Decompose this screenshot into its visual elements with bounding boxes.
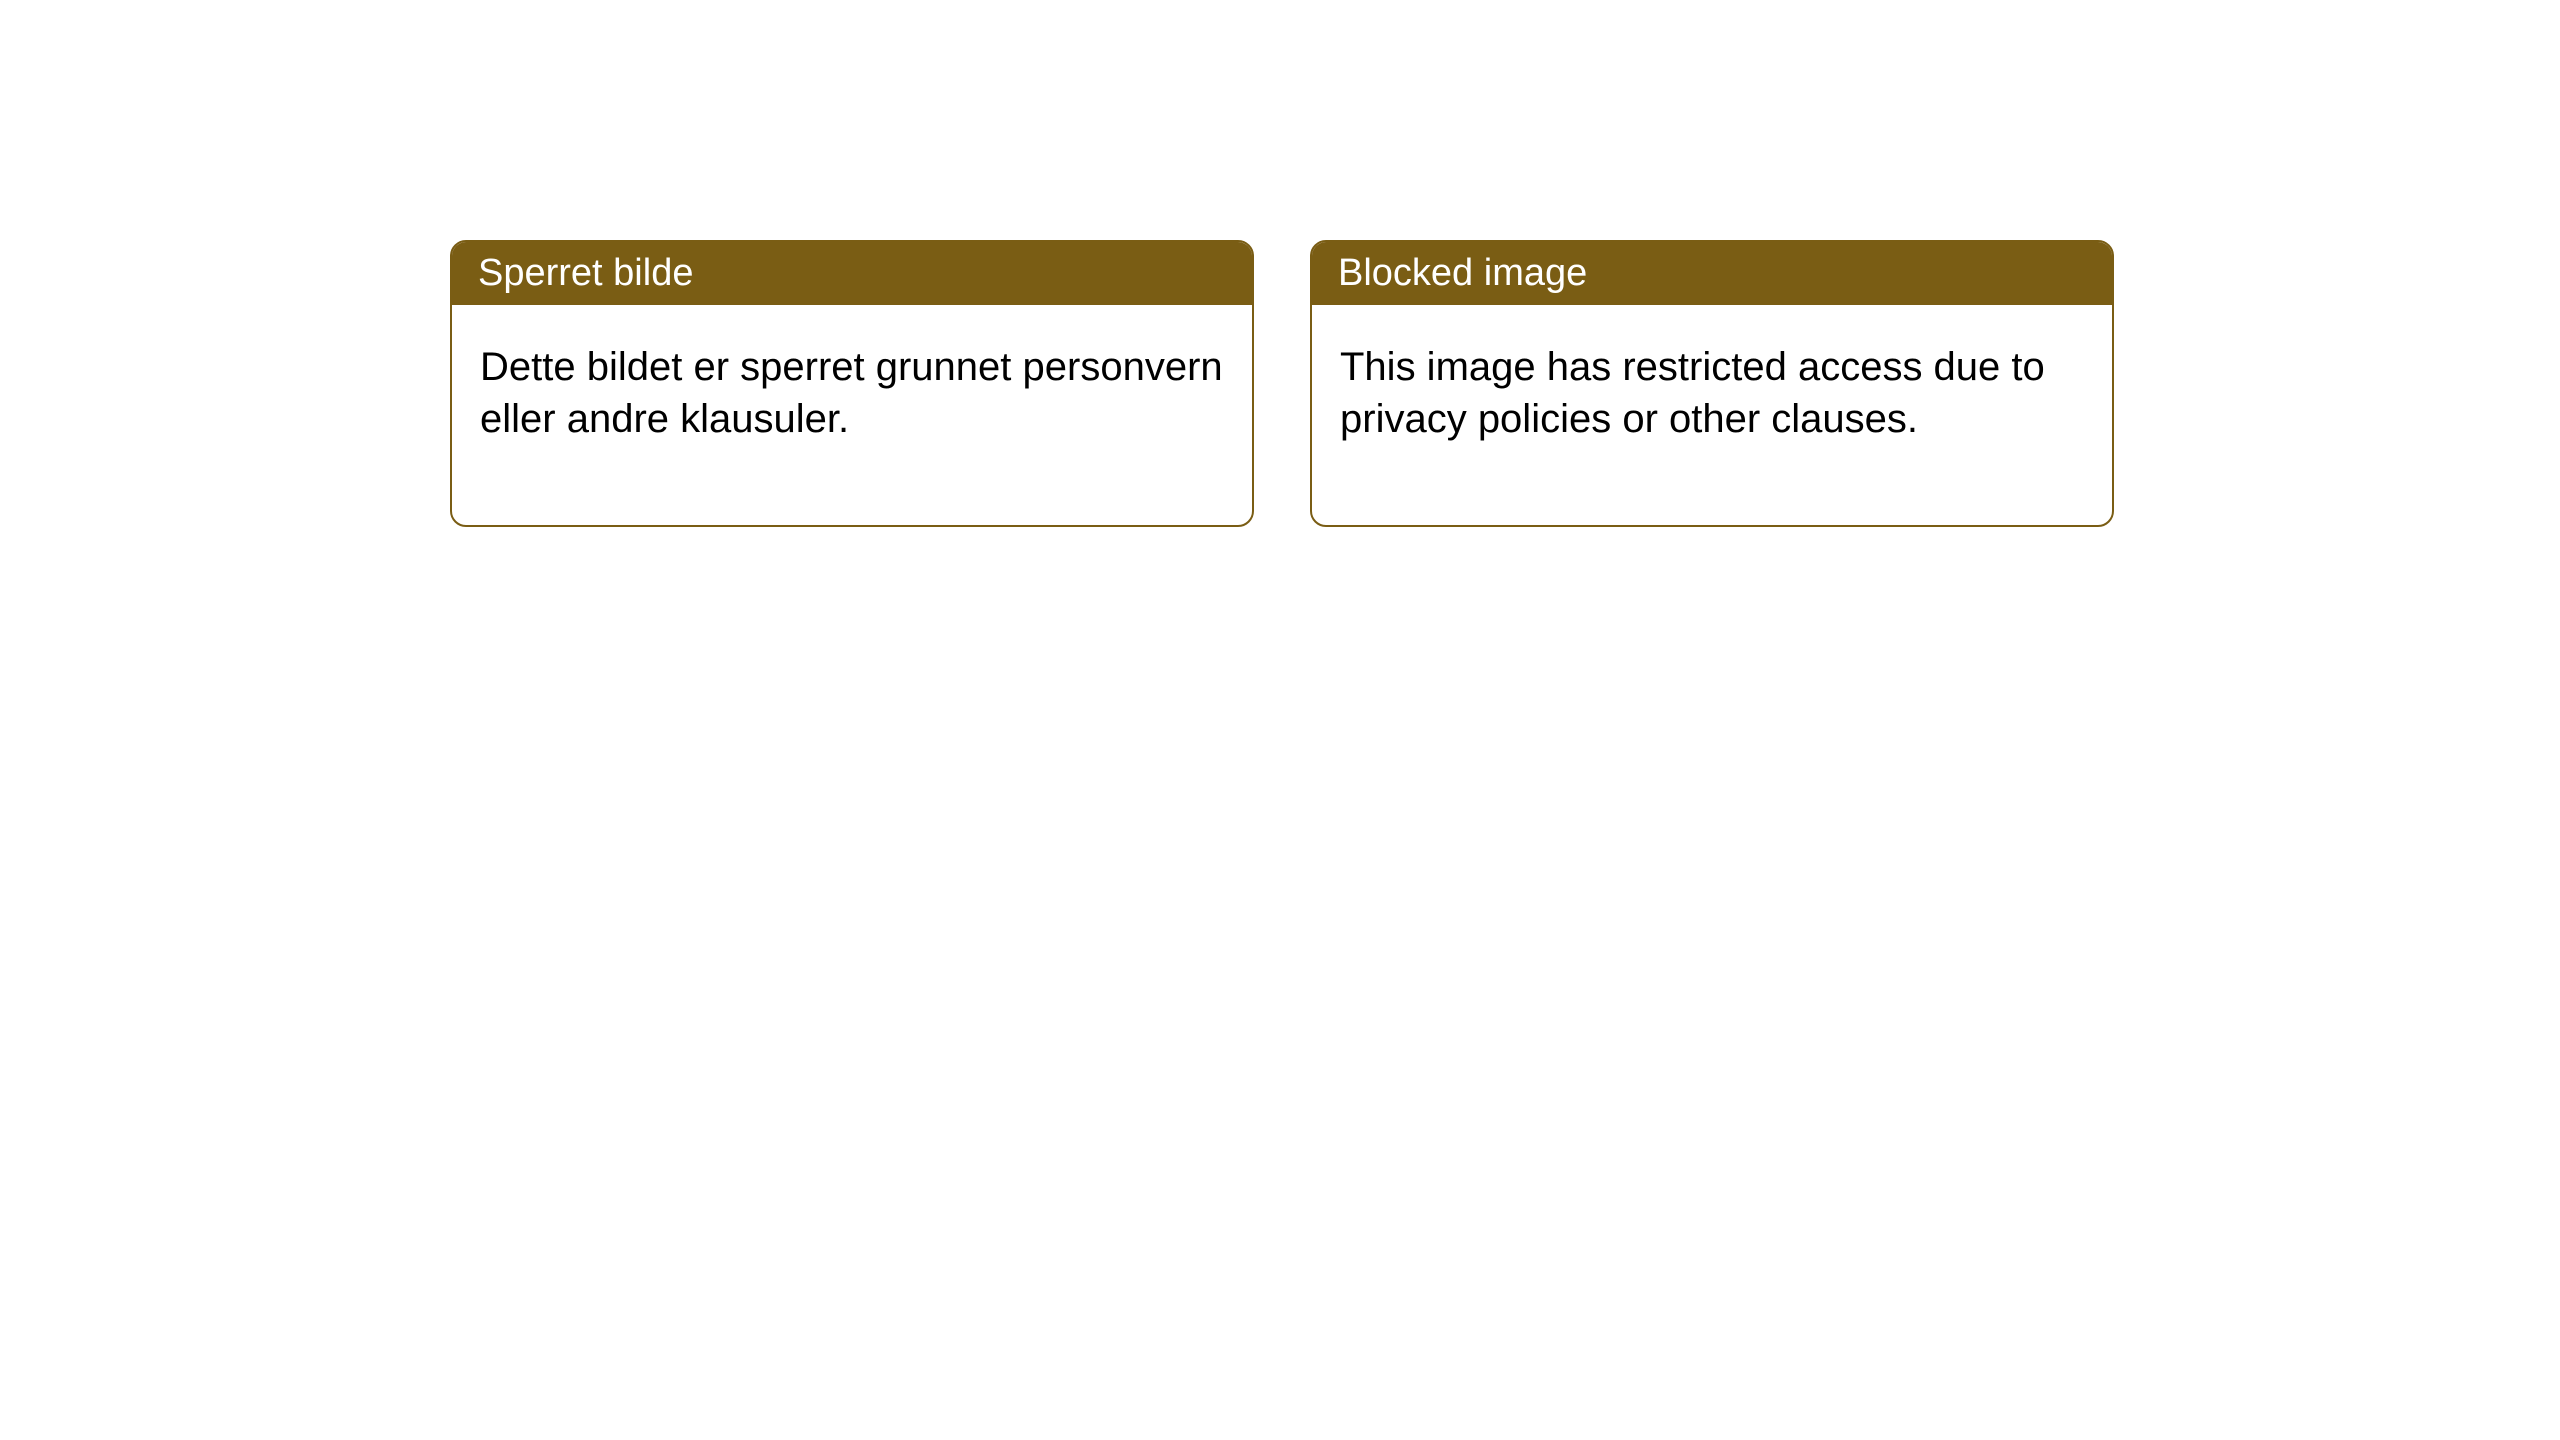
card-body: Dette bildet er sperret grunnet personve… bbox=[452, 305, 1252, 525]
card-title: Sperret bilde bbox=[478, 252, 693, 294]
card-body: This image has restricted access due to … bbox=[1312, 305, 2112, 525]
card-header: Blocked image bbox=[1312, 242, 2112, 305]
card-title: Blocked image bbox=[1338, 252, 1587, 294]
notice-card-norwegian: Sperret bilde Dette bildet er sperret gr… bbox=[450, 240, 1254, 527]
card-header: Sperret bilde bbox=[452, 242, 1252, 305]
card-body-text: Dette bildet er sperret grunnet personve… bbox=[480, 345, 1223, 441]
card-body-text: This image has restricted access due to … bbox=[1340, 345, 2045, 441]
notice-container: Sperret bilde Dette bildet er sperret gr… bbox=[0, 0, 2560, 527]
notice-card-english: Blocked image This image has restricted … bbox=[1310, 240, 2114, 527]
